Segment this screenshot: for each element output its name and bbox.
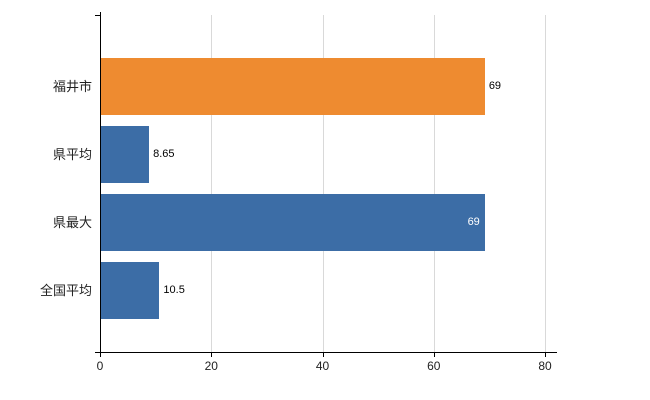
gridline xyxy=(322,15,324,352)
gridline xyxy=(433,15,435,352)
y-axis xyxy=(100,12,101,352)
x-tick-label: 60 xyxy=(427,359,441,373)
gridline xyxy=(545,15,546,352)
x-tick-label: 40 xyxy=(315,359,330,373)
x-tick-mark xyxy=(100,352,101,357)
bar xyxy=(101,262,160,319)
x-tick-mark xyxy=(211,352,213,357)
category-label: 県平均 xyxy=(52,147,92,162)
bar-value-label: 10.5 xyxy=(163,284,185,296)
x-tick-mark xyxy=(433,352,435,357)
bar xyxy=(101,126,150,183)
x-tick-label: 80 xyxy=(538,359,552,373)
bar-value-label: 69 xyxy=(488,80,502,92)
x-tick-mark xyxy=(322,352,324,357)
y-axis-top-tick xyxy=(95,15,101,16)
category-label: 全国平均 xyxy=(39,283,92,298)
x-tick-label: 20 xyxy=(204,359,218,373)
category-label: 県最大 xyxy=(52,215,92,230)
bar-value-label: 69 xyxy=(467,216,480,228)
x-axis xyxy=(95,352,557,353)
x-tick-label: 0 xyxy=(96,359,104,373)
bar-value-label: 8.65 xyxy=(153,148,175,160)
bar xyxy=(101,58,485,115)
category-label: 福井市 xyxy=(52,79,92,94)
bar xyxy=(101,194,485,251)
gridline xyxy=(211,15,213,352)
x-tick-mark xyxy=(545,352,546,357)
